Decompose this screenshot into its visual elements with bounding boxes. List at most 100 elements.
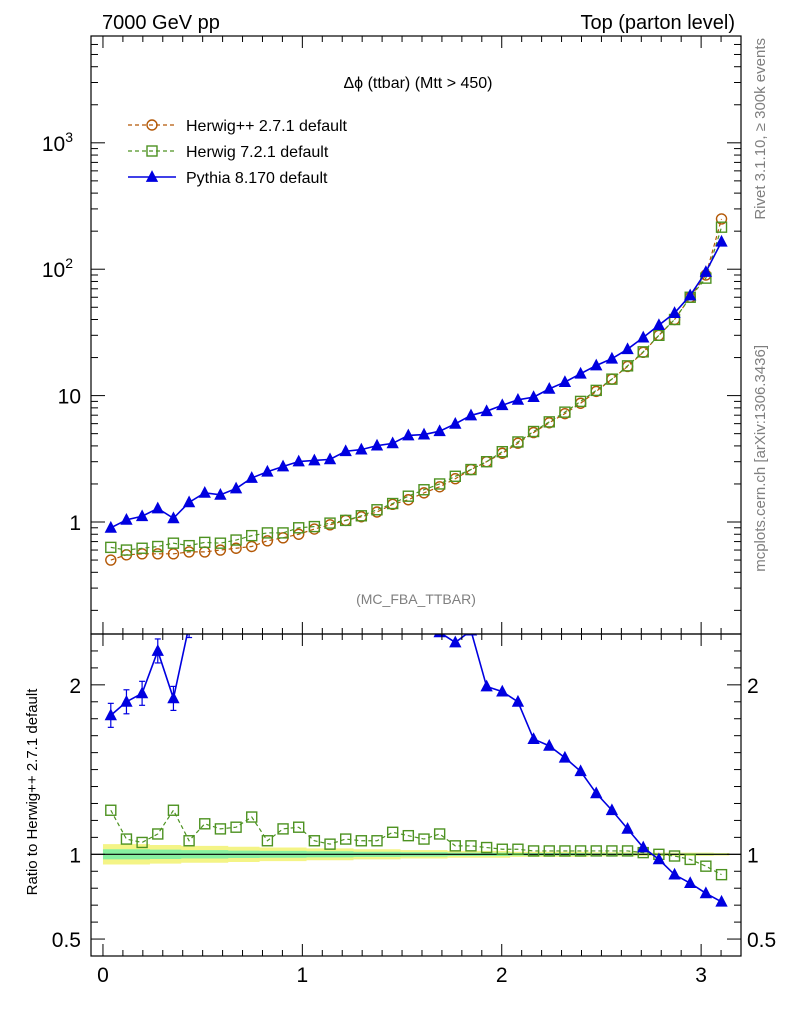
ratio-data-point bbox=[261, 835, 274, 847]
data-point bbox=[621, 342, 634, 355]
data-point bbox=[449, 416, 462, 429]
legend-label: Herwig++ 2.7.1 default bbox=[186, 118, 348, 135]
y-tick-label-ratio-right: 1 bbox=[747, 844, 759, 867]
ratio-data-point bbox=[621, 822, 634, 834]
data-point bbox=[230, 534, 242, 546]
data-point bbox=[652, 318, 666, 331]
data-point bbox=[559, 406, 571, 418]
data-point bbox=[292, 454, 305, 467]
ratio-data-point bbox=[496, 684, 509, 697]
y-tick-label-ratio: 2 bbox=[69, 675, 81, 698]
series-line bbox=[110, 218, 723, 561]
y-tick-label-exp: 2 bbox=[65, 255, 73, 271]
ratio-data-point bbox=[356, 459, 367, 470]
series-line bbox=[110, 227, 723, 551]
ratio-plot-panel: 0 1 2 3 0.5 0.5 1 1 2 2 bbox=[52, 459, 776, 987]
ratio-data-point bbox=[371, 835, 383, 847]
ratio-data-point bbox=[372, 459, 383, 470]
x-tick-label: 1 bbox=[297, 964, 309, 987]
data-point bbox=[293, 528, 305, 540]
data-point bbox=[433, 478, 446, 490]
ratio-data-point bbox=[668, 850, 681, 862]
ratio-data-point bbox=[512, 843, 524, 855]
data-point bbox=[214, 487, 227, 500]
data-point bbox=[339, 444, 352, 457]
ratio-data-point bbox=[136, 836, 148, 849]
data-point bbox=[496, 398, 509, 411]
legend-label: Pythia 8.170 default bbox=[186, 170, 328, 187]
ratio-series-group bbox=[104, 459, 728, 907]
y-tick-label-ratio-right: 0.5 bbox=[747, 929, 776, 952]
data-point bbox=[261, 464, 274, 477]
data-point bbox=[245, 471, 258, 483]
ratio-data-point bbox=[700, 860, 712, 872]
data-point bbox=[308, 453, 321, 466]
data-point bbox=[105, 554, 117, 566]
y-tick-label-main: 103 bbox=[42, 129, 73, 156]
data-point bbox=[167, 511, 180, 524]
ratio-data-point bbox=[120, 694, 133, 707]
ratio-data-point bbox=[574, 764, 587, 777]
ratio-data-point bbox=[449, 635, 462, 648]
data-point bbox=[715, 221, 728, 233]
data-point bbox=[371, 504, 383, 516]
data-point bbox=[261, 527, 274, 539]
series-line bbox=[110, 241, 723, 529]
watermark: (MC_FBA_TTBAR) bbox=[356, 591, 476, 607]
ratio-data-point bbox=[715, 868, 728, 881]
y-tick-label-ratio-right: 2 bbox=[747, 675, 759, 698]
x-tick-label: 2 bbox=[496, 964, 508, 987]
y-tick-label-main: 1 bbox=[69, 512, 81, 535]
ratio-data-point bbox=[684, 876, 697, 889]
data-point bbox=[527, 390, 540, 403]
data-point bbox=[167, 537, 180, 549]
ratio-series-herwig-7-2-1-default bbox=[105, 804, 728, 881]
legend-marker bbox=[146, 145, 158, 157]
legend-marker bbox=[145, 170, 159, 182]
ratio-data-point bbox=[559, 845, 571, 857]
ratio-data-point bbox=[590, 845, 602, 857]
ratio-data-point bbox=[105, 804, 117, 816]
ratio-data-point bbox=[527, 845, 540, 857]
ratio-series-pythia-8-170-default bbox=[104, 459, 728, 907]
ratio-data-point bbox=[293, 821, 305, 833]
data-point bbox=[527, 425, 540, 438]
data-point bbox=[637, 330, 650, 343]
ratio-data-point bbox=[386, 826, 399, 838]
ratio-data-point bbox=[215, 577, 226, 588]
ratio-data-point bbox=[465, 840, 477, 852]
data-point bbox=[152, 540, 164, 553]
ratio-data-point bbox=[590, 786, 603, 799]
x-tick-label: 3 bbox=[695, 964, 707, 987]
ratio-data-point bbox=[324, 838, 336, 850]
data-point bbox=[339, 514, 352, 527]
data-point bbox=[590, 384, 602, 397]
data-point bbox=[653, 329, 665, 342]
data-point bbox=[135, 509, 149, 522]
y-tick-label-ratio: 1 bbox=[69, 844, 81, 867]
data-point bbox=[465, 463, 477, 476]
ratio-frame bbox=[90, 633, 742, 957]
data-point bbox=[152, 548, 164, 560]
data-point bbox=[370, 438, 384, 451]
data-point bbox=[104, 520, 117, 533]
ratio-data-point bbox=[214, 823, 227, 835]
data-point bbox=[136, 542, 148, 554]
data-point bbox=[417, 427, 431, 440]
ratio-data-point bbox=[120, 833, 133, 845]
y-tick-label-ratio: 0.5 bbox=[52, 929, 81, 952]
ratio-data-point bbox=[543, 738, 556, 751]
data-point bbox=[668, 306, 681, 318]
ratio-data-point bbox=[246, 459, 257, 470]
data-point bbox=[105, 541, 117, 554]
data-point bbox=[684, 288, 697, 301]
ratio-data-point bbox=[637, 840, 650, 853]
ratio-data-point bbox=[199, 818, 211, 830]
data-point bbox=[606, 373, 618, 385]
ratio-data-point bbox=[135, 686, 149, 699]
legend-item-pythia-8-170-default: Pythia 8.170 default bbox=[128, 170, 328, 187]
data-point bbox=[464, 408, 478, 421]
ratio-data-point bbox=[621, 845, 634, 857]
